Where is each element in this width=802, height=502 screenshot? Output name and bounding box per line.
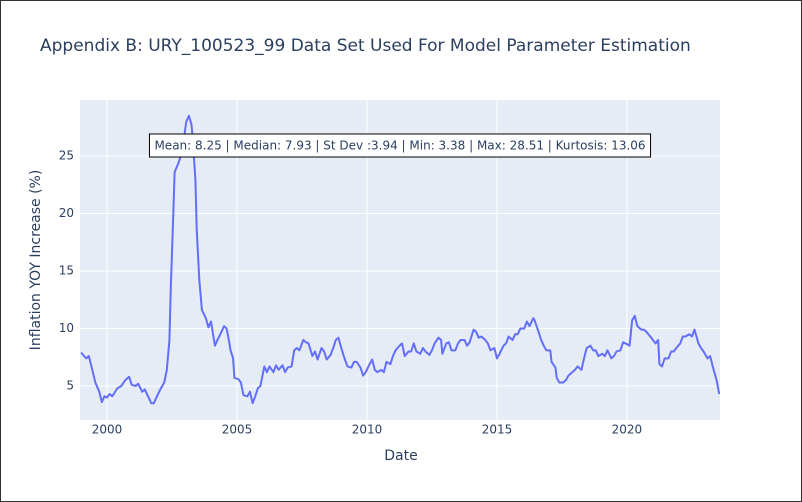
annotation: Mean: 8.25 | Median: 7.93 | St Dev :3.94…	[148, 133, 652, 158]
y-tick-label: 25	[59, 148, 74, 162]
x-axis-title: Date	[384, 448, 417, 464]
annotation-text: Mean: 8.25 | Median: 7.93 | St Dev :3.94…	[154, 139, 645, 153]
y-tick-label: 15	[59, 263, 74, 277]
data-line	[80, 114, 721, 405]
y-axis-title: Inflation YOY Increase (%)	[28, 170, 44, 351]
y-tick-label: 20	[59, 206, 74, 220]
y-tick-label: 5	[66, 378, 74, 392]
annotation-box	[148, 133, 652, 158]
x-tick-label: 2010	[352, 423, 383, 437]
x-tick-label: 2015	[482, 423, 513, 437]
y-tick-label: 10	[59, 321, 74, 335]
chart-title: Appendix B: URY_100523_99 Data Set Used …	[40, 36, 691, 56]
x-tick-label: 2005	[222, 423, 253, 437]
x-tick-label: 2020	[612, 423, 643, 437]
x-tick-label: 2000	[92, 423, 123, 437]
